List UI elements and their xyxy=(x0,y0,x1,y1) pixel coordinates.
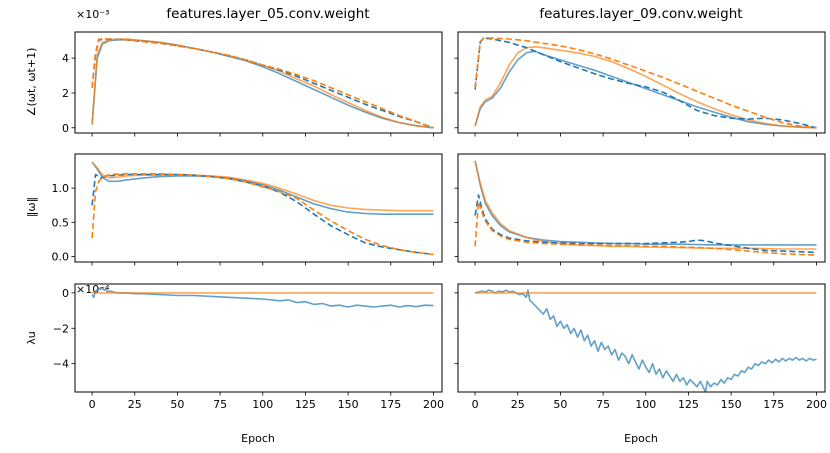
x-tick-label: 175 xyxy=(380,398,401,411)
panel-r3-c1: 0 25 50 75 100 125 150 175 200 −4 −2 0 xyxy=(53,283,444,411)
y-tick-label: 0.0 xyxy=(52,251,70,264)
ylabel-norm: ‖ω‖ xyxy=(25,197,38,217)
x-tick-label: 175 xyxy=(763,398,784,411)
column-title-left: features.layer_05.conv.weight xyxy=(166,6,369,22)
y-tick-label: 0.5 xyxy=(52,216,70,229)
axes-frame xyxy=(457,153,826,263)
x-tick-label: 50 xyxy=(553,398,567,411)
panel-r2-c2 xyxy=(454,153,826,266)
scale-label-row-1: ×10⁻³ xyxy=(76,8,109,21)
y-tick-label: −2 xyxy=(53,322,69,335)
x-tick-label: 200 xyxy=(423,398,444,411)
ylabel-angle: ∠(ωt, ωt+1) xyxy=(25,48,38,117)
series-line-orange-solid xyxy=(91,161,434,212)
x-tick-label: 150 xyxy=(338,398,359,411)
series-line-blue-solid xyxy=(91,39,434,129)
axes-frame xyxy=(74,31,443,134)
x-tick-label: 100 xyxy=(635,398,656,411)
series-line-blue-dashed xyxy=(91,173,434,256)
y-tick-label: 0 xyxy=(62,287,69,300)
y-tick-label: 2 xyxy=(62,87,69,100)
series-line-blue-solid xyxy=(474,160,817,246)
axes-frame xyxy=(457,31,826,134)
x-tick-label: 75 xyxy=(213,398,227,411)
panel-r3-c2: 0 25 50 75 100 125 150 175 200 xyxy=(454,283,827,411)
panel-r1-c2 xyxy=(454,31,826,137)
series-line-orange-dashed xyxy=(474,37,817,129)
x-tick-label: 125 xyxy=(295,398,316,411)
axes-frame xyxy=(74,153,443,263)
series-line-orange-solid xyxy=(474,46,817,129)
y-tick-label: 0 xyxy=(62,122,69,135)
column-title-right: features.layer_09.conv.weight xyxy=(539,6,742,22)
series-line-blue-dashed xyxy=(474,194,817,254)
series-line-blue-solid xyxy=(474,50,817,129)
x-tick-label: 0 xyxy=(89,398,96,411)
y-tick-label: 4 xyxy=(62,52,69,65)
x-tick-label: 150 xyxy=(721,398,742,411)
x-tick-label: 200 xyxy=(806,398,827,411)
x-tick-label: 25 xyxy=(128,398,142,411)
ylabel-lambda: λu xyxy=(25,331,38,344)
series-line-blue-solid xyxy=(91,286,434,308)
xlabel-right: Epoch xyxy=(624,432,658,445)
x-tick-label: 0 xyxy=(472,398,479,411)
series-line-orange-solid xyxy=(474,160,817,250)
series-line-orange-solid xyxy=(91,38,434,129)
axes-frame xyxy=(74,283,443,393)
series-line-orange-dashed xyxy=(91,38,434,129)
x-tick-label: 25 xyxy=(511,398,525,411)
panel-r2-c1: 0.0 0.5 1.0 xyxy=(52,153,443,266)
x-tick-label: 125 xyxy=(678,398,699,411)
y-tick-label: 1.0 xyxy=(52,182,70,195)
panel-r1-c1: 0 2 4 xyxy=(62,31,443,137)
series-line-blue-solid xyxy=(91,161,434,215)
series-line-orange-dashed xyxy=(474,201,817,256)
series-line-blue-dashed xyxy=(474,37,817,129)
x-tick-label: 50 xyxy=(170,398,184,411)
x-tick-label: 100 xyxy=(252,398,273,411)
axes-frame xyxy=(457,283,826,393)
xlabel-left: Epoch xyxy=(241,432,275,445)
series-line-blue-dashed xyxy=(91,38,434,129)
series-line-orange-dashed xyxy=(91,173,434,256)
x-tick-label: 75 xyxy=(596,398,610,411)
y-tick-label: −4 xyxy=(53,358,69,371)
series-line-blue-solid xyxy=(474,289,817,392)
